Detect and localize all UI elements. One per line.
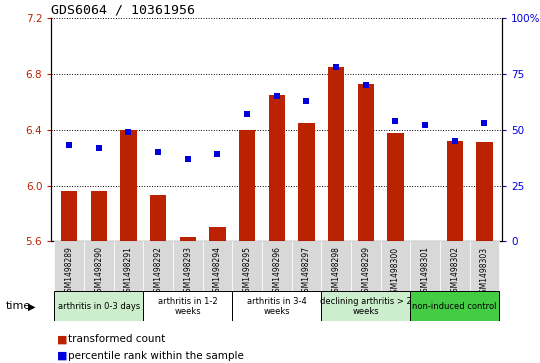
Bar xyxy=(470,241,500,292)
Bar xyxy=(268,95,285,241)
Bar xyxy=(410,241,440,292)
Bar xyxy=(91,191,107,241)
Bar xyxy=(232,241,262,292)
Text: GSM1498303: GSM1498303 xyxy=(480,246,489,298)
Bar xyxy=(210,228,226,241)
Text: GSM1498294: GSM1498294 xyxy=(213,246,222,297)
Text: GSM1498290: GSM1498290 xyxy=(94,246,103,297)
Bar xyxy=(476,142,492,241)
Bar xyxy=(321,291,410,321)
Bar xyxy=(262,241,292,292)
Bar xyxy=(410,291,500,321)
Bar xyxy=(120,130,137,241)
Bar xyxy=(328,67,344,241)
Text: GSM1498292: GSM1498292 xyxy=(153,246,163,297)
Bar xyxy=(173,241,202,292)
Text: arthritis in 3-4
weeks: arthritis in 3-4 weeks xyxy=(247,297,307,316)
Text: GSM1498296: GSM1498296 xyxy=(272,246,281,297)
Text: GSM1498302: GSM1498302 xyxy=(450,246,459,297)
Text: GSM1498295: GSM1498295 xyxy=(242,246,252,297)
Bar xyxy=(143,241,173,292)
Text: arthritis in 1-2
weeks: arthritis in 1-2 weeks xyxy=(158,297,218,316)
Text: time: time xyxy=(5,301,31,311)
Text: GSM1498298: GSM1498298 xyxy=(332,246,341,297)
Text: ■: ■ xyxy=(57,351,67,361)
Text: GSM1498289: GSM1498289 xyxy=(65,246,73,297)
Bar xyxy=(54,241,84,292)
Text: GSM1498299: GSM1498299 xyxy=(361,246,370,297)
Bar xyxy=(143,291,232,321)
Text: GSM1498293: GSM1498293 xyxy=(183,246,192,297)
Text: percentile rank within the sample: percentile rank within the sample xyxy=(68,351,244,361)
Bar xyxy=(351,241,381,292)
Bar xyxy=(113,241,143,292)
Bar xyxy=(321,241,351,292)
Text: GDS6064 / 10361956: GDS6064 / 10361956 xyxy=(51,4,195,17)
Bar xyxy=(61,191,77,241)
Bar xyxy=(84,241,113,292)
Text: non-induced control: non-induced control xyxy=(413,302,497,311)
Bar xyxy=(180,237,196,241)
Bar xyxy=(239,130,255,241)
Bar xyxy=(292,241,321,292)
Bar xyxy=(150,195,166,241)
Text: GSM1498297: GSM1498297 xyxy=(302,246,311,297)
Bar xyxy=(357,84,374,241)
Text: ▶: ▶ xyxy=(28,301,35,311)
Bar xyxy=(381,241,410,292)
Text: transformed count: transformed count xyxy=(68,334,165,344)
Text: declining arthritis > 2
weeks: declining arthritis > 2 weeks xyxy=(320,297,411,316)
Bar xyxy=(440,241,470,292)
Text: GSM1498300: GSM1498300 xyxy=(391,246,400,298)
Text: ■: ■ xyxy=(57,334,67,344)
Bar xyxy=(298,123,315,241)
Bar xyxy=(202,241,232,292)
Bar xyxy=(387,132,403,241)
Text: GSM1498291: GSM1498291 xyxy=(124,246,133,297)
Text: GSM1498301: GSM1498301 xyxy=(421,246,430,297)
Bar xyxy=(232,291,321,321)
Bar xyxy=(447,141,463,241)
Text: arthritis in 0-3 days: arthritis in 0-3 days xyxy=(58,302,140,311)
Bar xyxy=(54,291,143,321)
